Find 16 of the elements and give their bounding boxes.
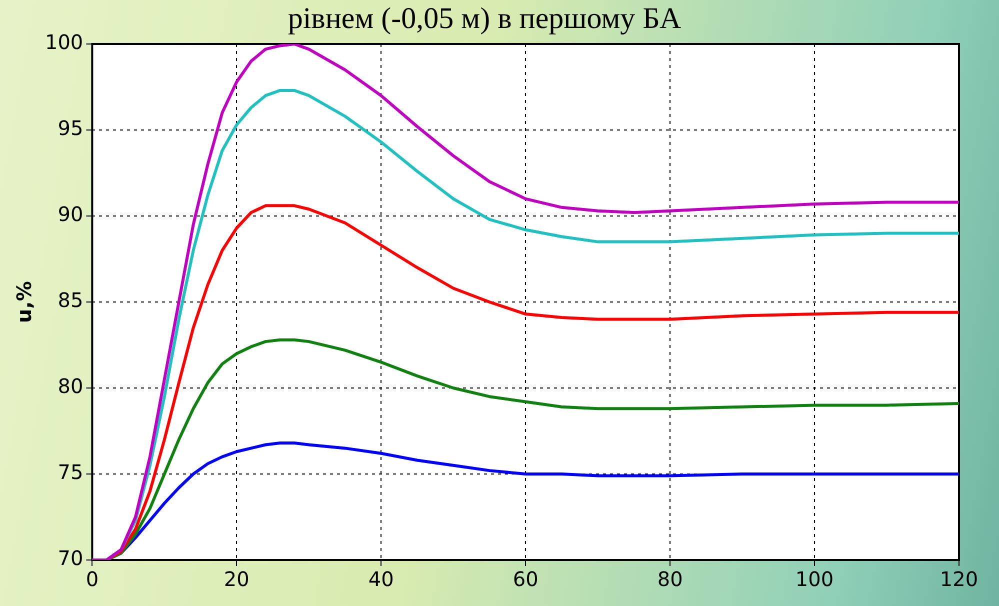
y-tick-label: 85 [58,288,84,312]
x-tick-label: 40 [368,567,394,592]
y-tick-label: 70 [58,546,84,570]
y-tick-label: 90 [58,202,84,226]
y-tick-label: 80 [58,374,84,398]
x-tick-label: 0 [86,567,99,592]
y-tick-label: 75 [58,460,84,484]
y-tick-label: 95 [58,116,84,140]
chart-title: рівнем (-0,05 м) в першому БА [288,2,682,35]
x-tick-label: 120 [940,567,978,592]
x-tick-label: 100 [795,567,834,592]
y-axis-title: u,% [12,281,36,323]
x-tick-label: 60 [512,567,538,592]
x-tick-label: 80 [657,567,683,592]
y-tick-label: 100 [44,30,84,54]
x-tick-label: 20 [224,567,250,592]
